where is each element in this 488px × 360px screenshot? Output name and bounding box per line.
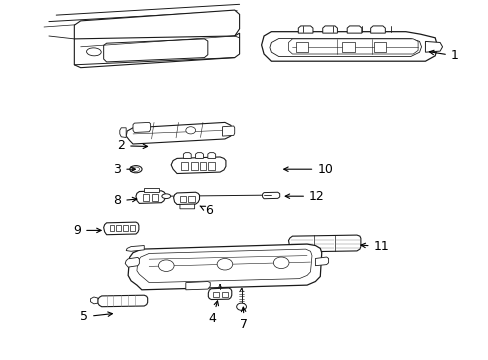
Text: 2: 2 [117, 139, 147, 152]
Ellipse shape [86, 48, 101, 56]
Circle shape [273, 257, 288, 269]
Polygon shape [120, 128, 126, 138]
Bar [130, 225, 135, 231]
Bar [142, 194, 149, 201]
Polygon shape [98, 295, 147, 307]
Text: 8: 8 [113, 194, 137, 207]
Polygon shape [173, 192, 199, 204]
Text: 11: 11 [360, 240, 388, 253]
Polygon shape [288, 235, 360, 252]
Bar [373, 42, 386, 52]
Polygon shape [346, 26, 361, 33]
Polygon shape [125, 257, 139, 267]
Ellipse shape [162, 194, 170, 198]
Text: 7: 7 [240, 307, 248, 331]
Polygon shape [126, 122, 233, 144]
Bar [123, 225, 128, 231]
Polygon shape [171, 157, 225, 174]
Text: 9: 9 [73, 224, 101, 237]
Polygon shape [126, 246, 144, 251]
Ellipse shape [130, 166, 142, 173]
Bar [151, 194, 158, 201]
Bar [116, 225, 121, 231]
Polygon shape [128, 244, 321, 290]
Polygon shape [195, 153, 203, 158]
Text: 10: 10 [283, 163, 332, 176]
Ellipse shape [132, 167, 140, 171]
Polygon shape [262, 192, 279, 199]
Bar [342, 42, 354, 52]
Bar [208, 162, 215, 170]
Bar [295, 42, 307, 52]
Circle shape [158, 260, 174, 271]
Bar [222, 292, 227, 297]
Text: 6: 6 [200, 204, 213, 217]
Polygon shape [208, 288, 231, 300]
Polygon shape [74, 33, 239, 68]
Bar [199, 162, 206, 170]
Polygon shape [183, 153, 191, 158]
Bar [213, 292, 219, 297]
Circle shape [185, 127, 195, 134]
Bar [180, 196, 186, 202]
Polygon shape [137, 249, 311, 283]
Polygon shape [298, 26, 312, 33]
Polygon shape [207, 153, 215, 158]
Polygon shape [261, 32, 437, 61]
Polygon shape [180, 204, 194, 209]
Polygon shape [322, 26, 337, 33]
Polygon shape [74, 10, 239, 47]
Text: 5: 5 [80, 310, 112, 323]
Polygon shape [222, 126, 234, 136]
Bar [188, 196, 194, 202]
Bar [181, 162, 187, 170]
Polygon shape [136, 191, 165, 203]
Polygon shape [288, 39, 417, 54]
Bar [109, 225, 114, 231]
Text: 3: 3 [113, 163, 135, 176]
Circle shape [236, 303, 246, 310]
Text: 12: 12 [285, 190, 324, 203]
Polygon shape [144, 188, 159, 192]
Polygon shape [370, 26, 385, 33]
Circle shape [217, 258, 232, 270]
Polygon shape [103, 39, 207, 62]
Polygon shape [133, 122, 150, 132]
Polygon shape [315, 257, 328, 266]
Bar [190, 162, 197, 170]
Polygon shape [269, 39, 421, 57]
Polygon shape [103, 222, 139, 235]
Polygon shape [425, 41, 442, 52]
Polygon shape [185, 282, 210, 290]
Polygon shape [90, 297, 98, 304]
Text: 4: 4 [208, 301, 218, 325]
Text: 1: 1 [428, 49, 458, 62]
